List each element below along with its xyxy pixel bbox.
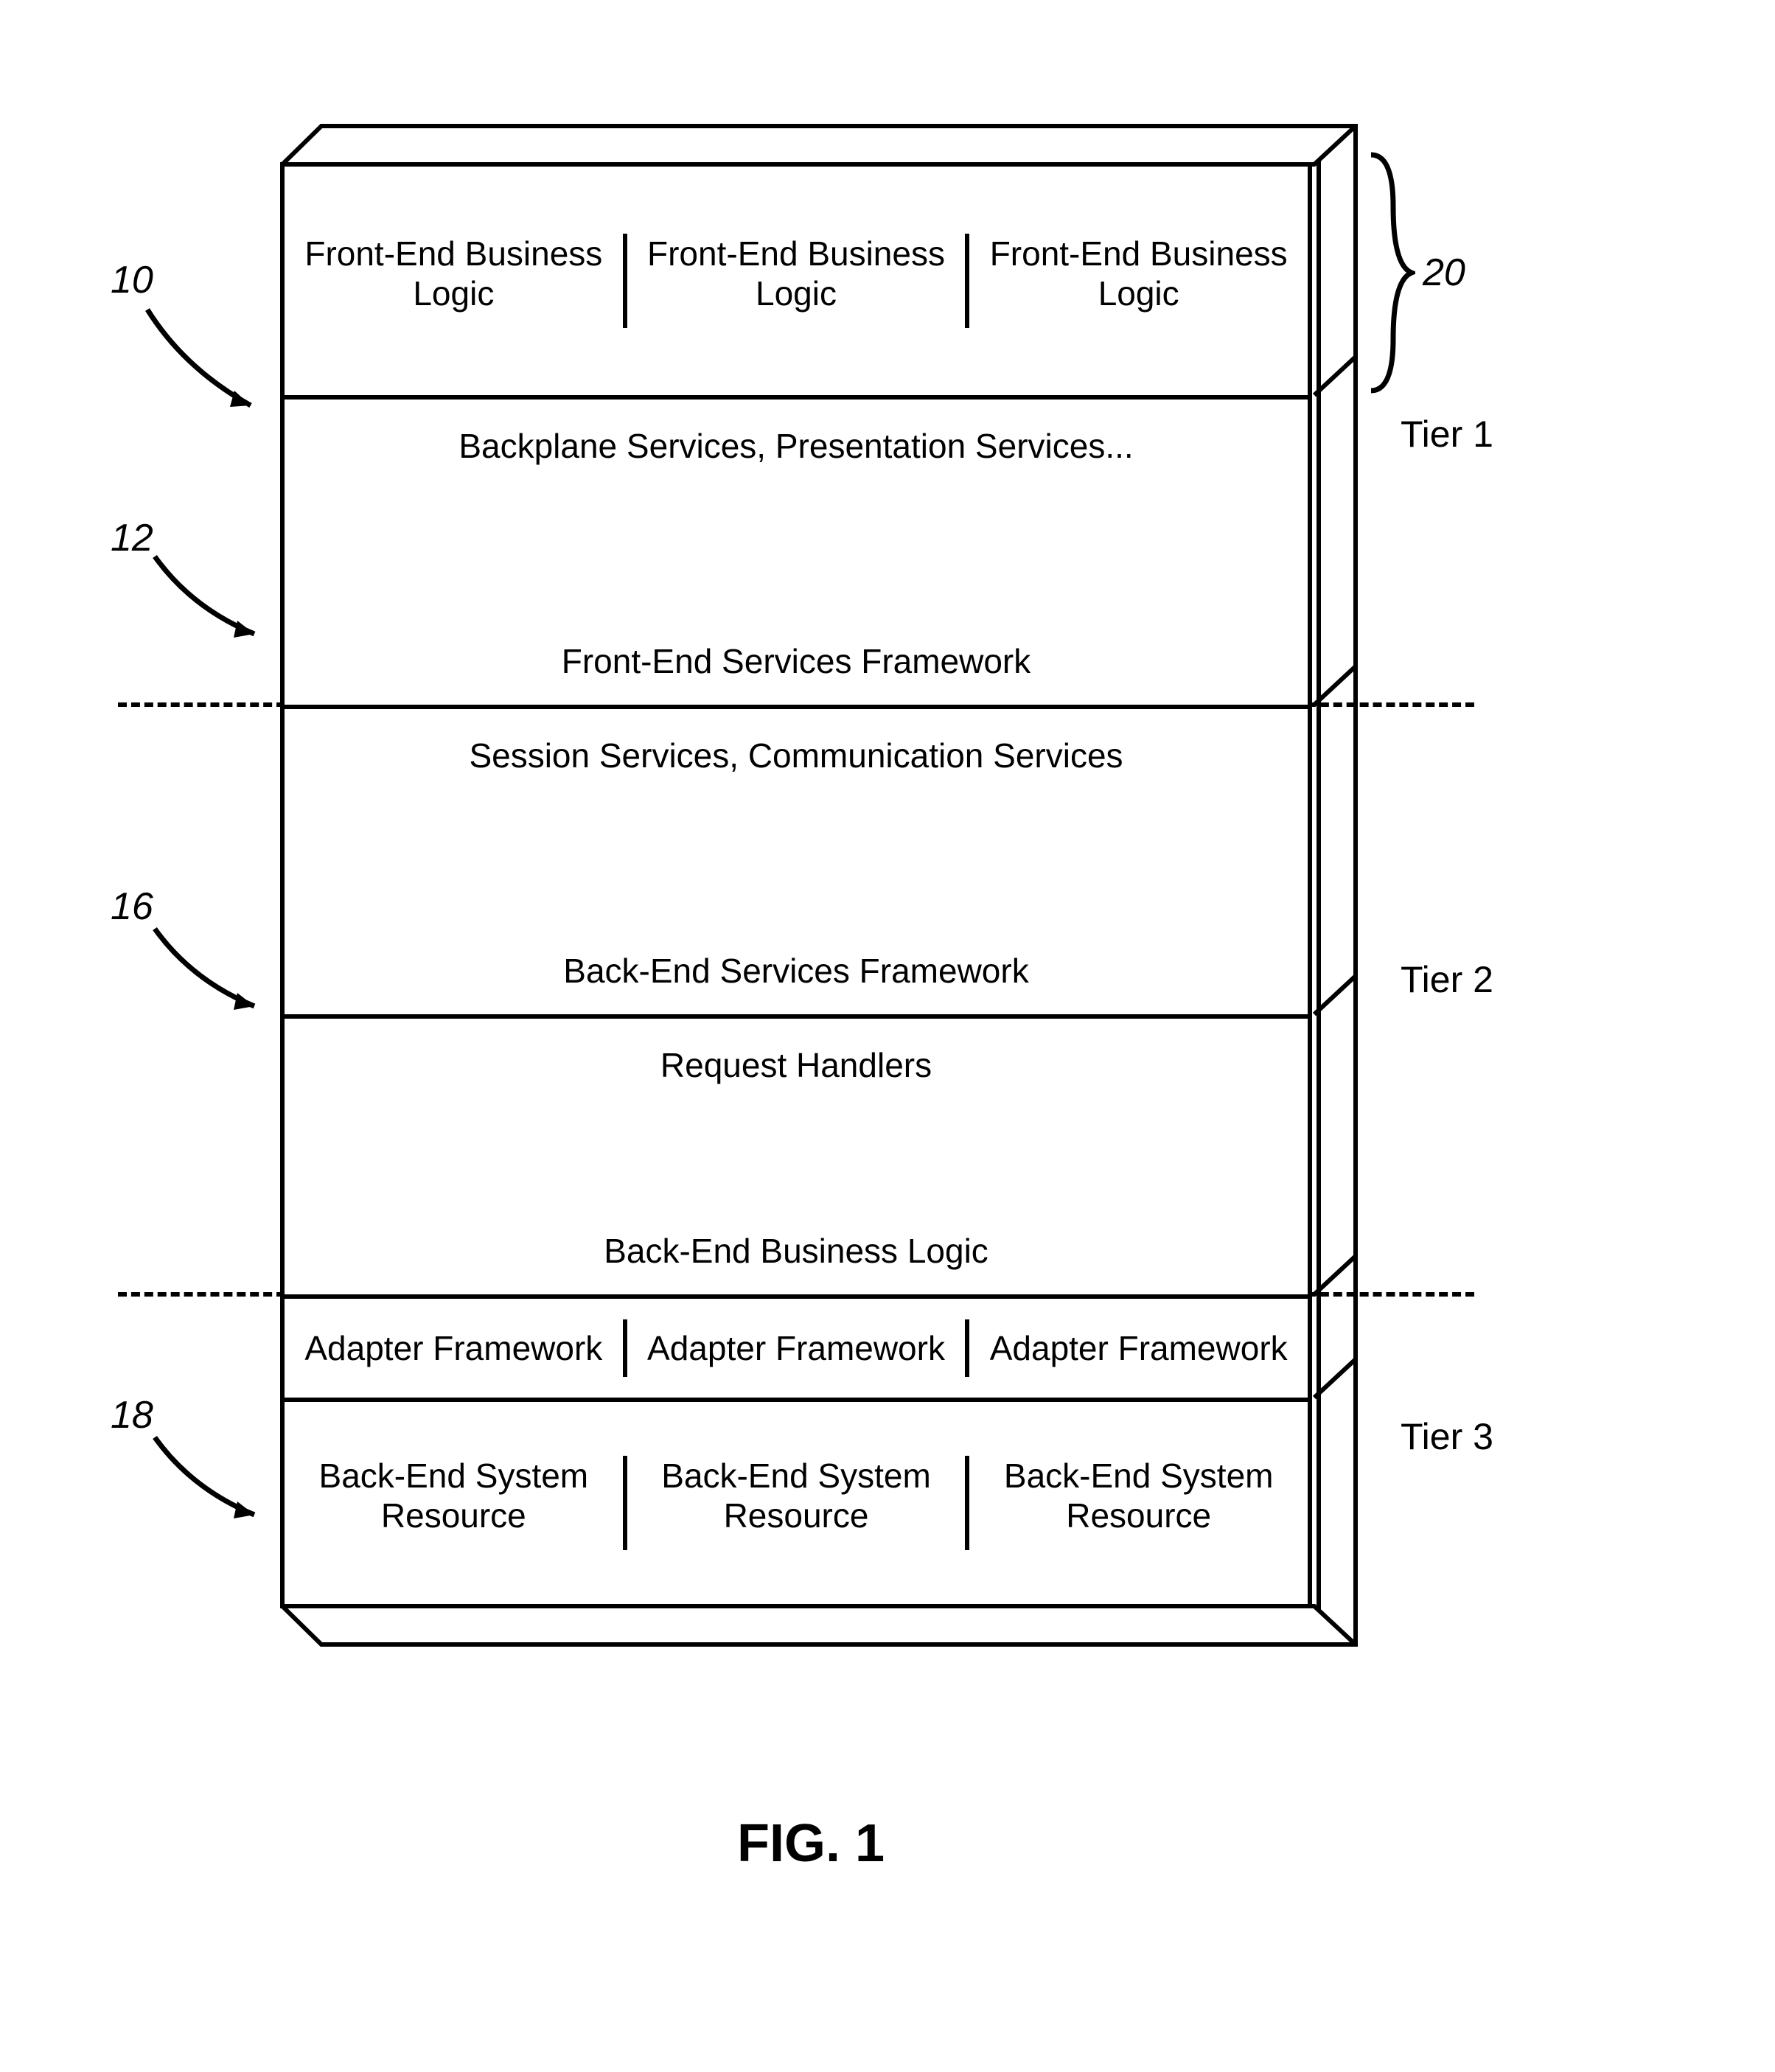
cell-resource-2: Back-End System Resource xyxy=(627,1456,970,1550)
tier-label-1: Tier 1 xyxy=(1401,413,1493,456)
diagram: Front-End Business Logic Front-End Busin… xyxy=(280,162,1312,1608)
extrusion-side-panel xyxy=(1317,124,1358,1647)
cell-adapter-1: Adapter Framework xyxy=(285,1319,627,1377)
cell-resource-3: Back-End System Resource xyxy=(969,1456,1308,1550)
cell-label: Front-End Business Logic xyxy=(296,234,611,313)
row-backend-resource: Back-End System Resource Back-End System… xyxy=(285,1398,1308,1604)
ref-20: 20 xyxy=(1423,251,1465,295)
row-front-services: Backplane Services, Presentation Service… xyxy=(285,395,1308,705)
cell-label: Adapter Framework xyxy=(647,1328,945,1368)
cell-resource-1: Back-End System Resource xyxy=(285,1456,627,1550)
cell-adapter-2: Adapter Framework xyxy=(627,1319,970,1377)
row-bottom-label: Back-End Business Logic xyxy=(604,1231,988,1271)
figure-caption: FIG. 1 xyxy=(737,1813,885,1874)
extrusion-top xyxy=(280,124,1358,167)
cell-label: Adapter Framework xyxy=(304,1328,602,1368)
row-bottom-label: Front-End Services Framework xyxy=(562,641,1031,681)
cell-frontend-3: Front-End Business Logic xyxy=(969,234,1308,328)
row-frontend-business-logic: Front-End Business Logic Front-End Busin… xyxy=(285,167,1308,395)
layer-stack: Front-End Business Logic Front-End Busin… xyxy=(280,162,1312,1608)
ref-10-arrow xyxy=(133,302,265,420)
tier-label-2: Tier 2 xyxy=(1401,958,1493,1001)
extrusion-bottom xyxy=(280,1604,1358,1647)
row-back-services: Session Services, Communication Services… xyxy=(285,705,1308,1014)
row-back-business: Request Handlers Back-End Business Logic xyxy=(285,1014,1308,1294)
row-bottom-label: Back-End Services Framework xyxy=(563,951,1028,991)
figure-canvas: Front-End Business Logic Front-End Busin… xyxy=(0,0,1775,2072)
cell-label: Back-End System Resource xyxy=(981,1456,1296,1535)
brace-20 xyxy=(1364,147,1415,398)
row-top-label: Backplane Services, Presentation Service… xyxy=(458,426,1133,466)
cell-label: Back-End System Resource xyxy=(296,1456,611,1535)
row-adapter-framework: Adapter Framework Adapter Framework Adap… xyxy=(285,1294,1308,1398)
ref-12-arrow xyxy=(147,549,265,645)
cell-label: Back-End System Resource xyxy=(639,1456,954,1535)
cell-adapter-3: Adapter Framework xyxy=(969,1319,1308,1377)
row-top-label: Session Services, Communication Services xyxy=(469,736,1123,775)
cell-label: Front-End Business Logic xyxy=(639,234,954,313)
tier-label-3: Tier 3 xyxy=(1401,1415,1493,1458)
ref-16-arrow xyxy=(147,921,265,1017)
ref-10: 10 xyxy=(111,258,153,302)
cell-frontend-1: Front-End Business Logic xyxy=(285,234,627,328)
cell-label: Adapter Framework xyxy=(990,1328,1288,1368)
cell-label: Front-End Business Logic xyxy=(981,234,1296,313)
ref-18-arrow xyxy=(147,1430,265,1526)
cell-frontend-2: Front-End Business Logic xyxy=(627,234,970,328)
row-top-label: Request Handlers xyxy=(660,1045,932,1085)
